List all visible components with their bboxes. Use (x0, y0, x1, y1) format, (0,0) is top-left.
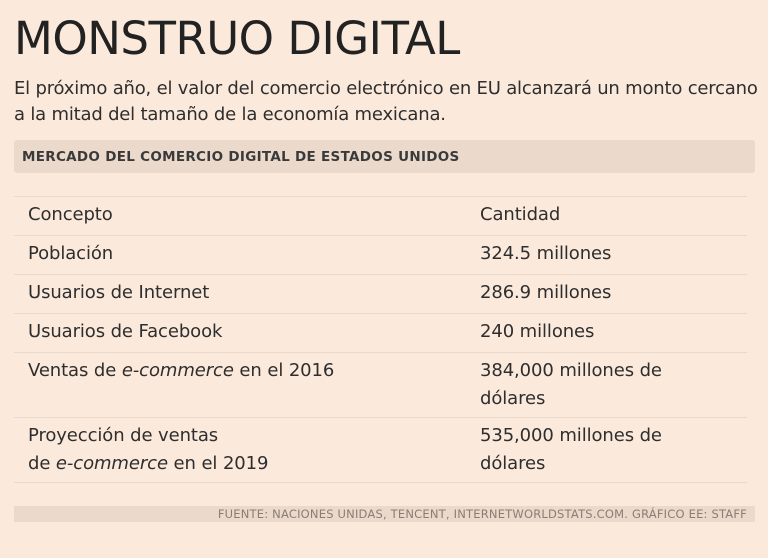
data-table: Concepto Cantidad Población 324.5 millon… (14, 196, 747, 483)
concept-post: en el 2019 (167, 453, 269, 474)
infographic-title: MONSTRUO DIGITAL (14, 12, 460, 65)
row-concept: Ventas de e-commerce en el 2016 (28, 357, 448, 385)
row-value: 286.9 millones (480, 282, 612, 303)
row-concept: Usuarios de Facebook (28, 321, 223, 342)
concept-line1: Proyección de ventas (28, 425, 219, 446)
row-concept: Proyección de ventas de e-commerce en el … (28, 422, 448, 478)
table-row: Población 324.5 millones (14, 236, 747, 275)
row-value: 384,000 millones de dólares (480, 360, 662, 409)
row-value: 535,000 millones de dólares (480, 425, 662, 474)
column-header-value: Cantidad (480, 204, 561, 225)
concept-pre: Ventas de (28, 360, 122, 381)
concept-post: en el 2016 (233, 360, 335, 381)
section-title: MERCADO DEL COMERCIO DIGITAL DE ESTADOS … (22, 149, 460, 165)
row-concept: Usuarios de Internet (28, 282, 210, 303)
source-footer: FUENTE: NACIONES UNIDAS, TENCENT, INTERN… (14, 506, 755, 522)
concept-pre: de (28, 453, 56, 474)
concept-em: e-commerce (121, 360, 234, 381)
table-row: Usuarios de Facebook 240 millones (14, 314, 747, 353)
table-row: Usuarios de Internet 286.9 millones (14, 275, 747, 314)
concept-em: e-commerce (55, 453, 168, 474)
table-header-row: Concepto Cantidad (14, 196, 747, 236)
table-row: Ventas de e-commerce en el 2016 384,000 … (14, 353, 747, 418)
table-row: Proyección de ventas de e-commerce en el … (14, 418, 747, 483)
column-header-concept: Concepto (28, 204, 113, 225)
row-concept: Población (28, 243, 114, 264)
infographic-subtitle: El próximo año, el valor del comercio el… (14, 78, 758, 125)
section-header: MERCADO DEL COMERCIO DIGITAL DE ESTADOS … (14, 140, 755, 173)
row-value: 324.5 millones (480, 243, 612, 264)
row-value: 240 millones (480, 321, 595, 342)
source-text: FUENTE: NACIONES UNIDAS, TENCENT, INTERN… (217, 507, 747, 521)
